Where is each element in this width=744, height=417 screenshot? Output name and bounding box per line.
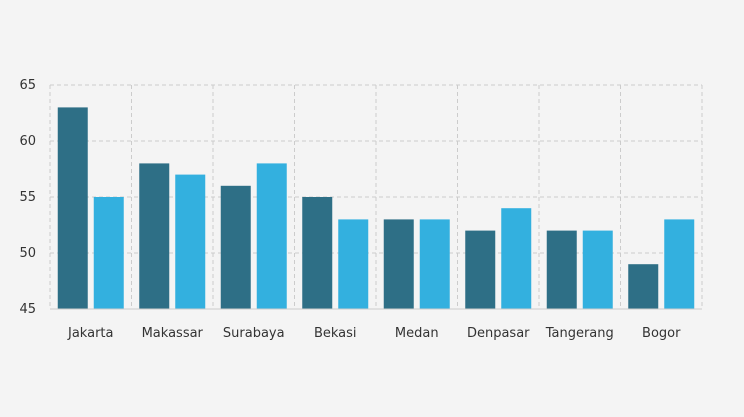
bar-denpasar-series-1 [465,230,496,309]
bar-surabaya-series-1 [220,185,251,309]
y-tick-label: 50 [19,246,36,261]
bar-bogor-series-2 [664,219,695,309]
bar-medan-series-2 [419,219,450,309]
bar-denpasar-series-2 [501,208,532,309]
x-tick-label: Makassar [142,326,204,341]
bar-tangerang-series-1 [546,230,577,309]
x-tick-label: Jakarta [67,326,113,341]
bar-medan-series-1 [383,219,414,309]
x-tick-label: Denpasar [467,326,530,341]
x-tick-label: Medan [395,326,439,341]
bar-bekasi-series-1 [302,197,333,309]
bar-bekasi-series-2 [338,219,369,309]
bar-jakarta-series-2 [93,197,124,309]
bar-makassar-series-1 [139,163,170,309]
y-tick-label: 55 [19,190,36,205]
y-tick-label: 60 [19,134,36,149]
bar-bogor-series-1 [628,264,659,309]
bar-surabaya-series-2 [256,163,287,309]
bar-tangerang-series-2 [582,230,613,309]
bar-makassar-series-2 [175,174,206,309]
y-tick-label: 45 [19,302,36,317]
x-tick-label: Tangerang [545,326,614,341]
x-tick-label: Surabaya [223,326,285,341]
bars [57,107,695,310]
x-tick-label: Bekasi [314,326,357,341]
x-tick-label: Bogor [642,326,681,341]
y-tick-label: 65 [19,78,36,93]
bar-jakarta-series-1 [57,107,88,310]
axes: 45 50 55 60 65 Jakarta Makassar Surabaya Bekasi M… [19,78,702,341]
